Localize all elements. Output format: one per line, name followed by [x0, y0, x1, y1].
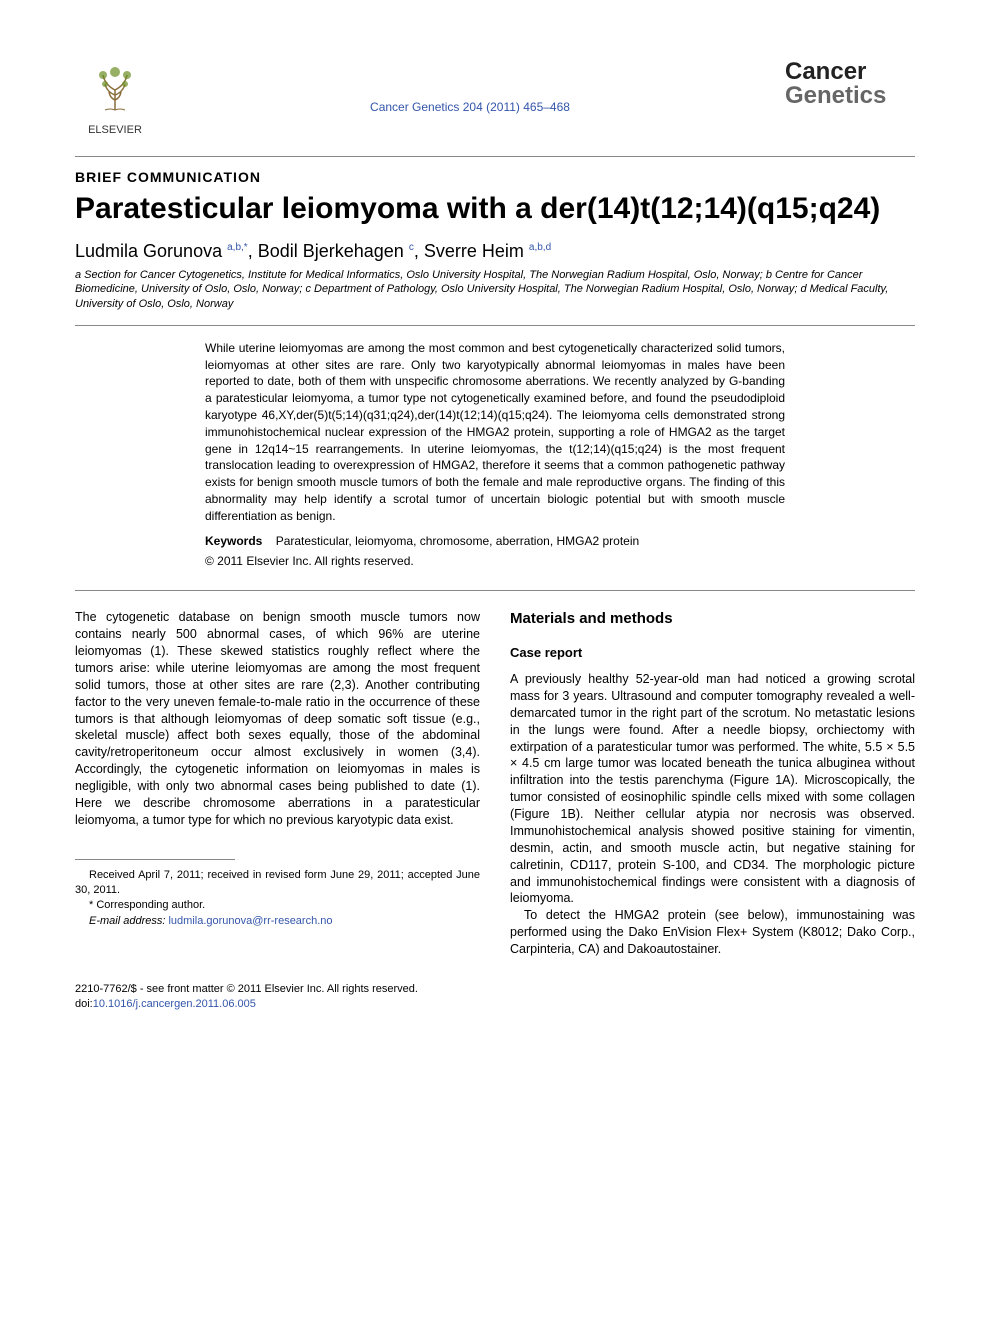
author-name: Ludmila Gorunova — [75, 241, 222, 261]
author-marks: a,b,d — [529, 242, 551, 253]
affiliation-rule — [75, 325, 915, 326]
publisher-name: ELSEVIER — [88, 124, 142, 136]
doi-label: doi: — [75, 998, 93, 1010]
abstract-block: While uterine leiomyomas are among the m… — [205, 340, 785, 570]
keywords-line: Keywords Paratesticular, leiomyoma, chro… — [205, 533, 785, 550]
footnote-block: Received April 7, 2011; received in revi… — [75, 868, 480, 930]
keywords-label: Keywords — [205, 534, 262, 548]
citation-line: Cancer Genetics 204 (2011) 465–468 — [155, 60, 785, 114]
abstract-text: While uterine leiomyomas are among the m… — [205, 341, 785, 523]
keywords-text: Paratesticular, leiomyoma, chromosome, a… — [276, 534, 640, 548]
article-type: BRIEF COMMUNICATION — [75, 169, 915, 185]
affiliations: a Section for Cancer Cytogenetics, Insti… — [75, 268, 915, 311]
case-paragraph-2: To detect the HMGA2 protein (see below),… — [510, 907, 915, 958]
case-report-heading: Case report — [510, 644, 915, 662]
abstract-rule — [75, 590, 915, 591]
page-header: ELSEVIER Cancer Genetics 204 (2011) 465–… — [75, 60, 915, 136]
materials-heading: Materials and methods — [510, 609, 915, 629]
journal-name-line1: Cancer — [785, 60, 915, 84]
email-link[interactable]: ludmila.gorunova@rr-research.no — [168, 915, 332, 927]
doi-link[interactable]: 10.1016/j.cancergen.2011.06.005 — [93, 998, 256, 1010]
received-dates: Received April 7, 2011; received in revi… — [75, 868, 480, 899]
email-label: E-mail address: — [89, 915, 165, 927]
journal-name-line2: Genetics — [785, 84, 915, 108]
right-column: Materials and methods Case report A prev… — [510, 609, 915, 958]
issn-line: 2210-7762/$ - see front matter © 2011 El… — [75, 982, 915, 997]
author-name: Sverre Heim — [424, 241, 524, 261]
abstract-copyright: © 2011 Elsevier Inc. All rights reserved… — [205, 553, 785, 570]
author-list: Ludmila Gorunova a,b,*, Bodil Bjerkehage… — [75, 241, 915, 262]
footer-block: 2210-7762/$ - see front matter © 2011 El… — [75, 982, 915, 1013]
corresponding-note: * Corresponding author. — [75, 898, 480, 913]
author-marks: a,b,* — [227, 242, 248, 253]
author-name: Bodil Bjerkehagen — [258, 241, 404, 261]
body-columns: The cytogenetic database on benign smoot… — [75, 609, 915, 958]
case-paragraph-1: A previously healthy 52-year-old man had… — [510, 671, 915, 907]
publisher-block: ELSEVIER — [75, 60, 155, 136]
article-title: Paratesticular leiomyoma with a der(14)t… — [75, 191, 915, 227]
intro-paragraph: The cytogenetic database on benign smoot… — [75, 609, 480, 828]
footnote-rule — [75, 859, 235, 860]
elsevier-tree-icon — [85, 60, 145, 120]
left-column: The cytogenetic database on benign smoot… — [75, 609, 480, 958]
header-rule — [75, 156, 915, 157]
journal-logo: Cancer Genetics — [785, 60, 915, 108]
